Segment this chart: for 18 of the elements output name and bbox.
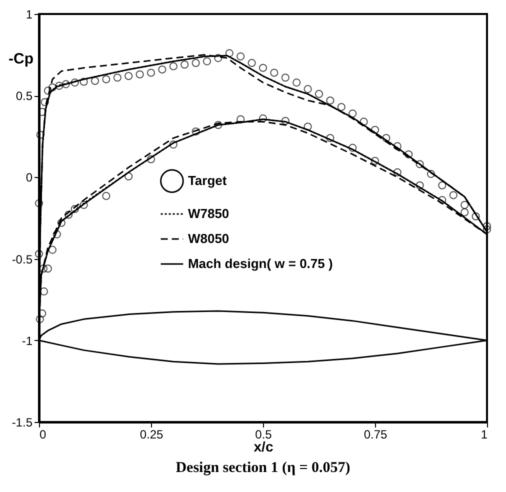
- y-tick-label: 0.5: [16, 89, 33, 104]
- y-tick-label: -1: [22, 334, 33, 348]
- y-tick-label: 0: [26, 170, 33, 185]
- y-tick-label: -1.5: [12, 416, 33, 430]
- x-tick-label: 0.25: [140, 428, 164, 442]
- legend-label: W8050: [188, 231, 230, 246]
- x-tick-label: 0.75: [364, 428, 388, 442]
- x-axis-title: x/c: [254, 438, 274, 454]
- text: Design section 1 (η = 0.057): [176, 460, 350, 476]
- legend-label: Mach design( w = 0.75 ): [188, 256, 333, 272]
- x-tick-label: 0: [40, 428, 46, 442]
- y-tick-label: 1: [26, 8, 33, 22]
- y-axis-title: -Cp: [8, 50, 34, 68]
- x-tick-label: 1: [480, 428, 488, 442]
- legend-label: W7850: [188, 206, 230, 222]
- y-tick-label: -0.5: [12, 252, 33, 266]
- legend-label: Target: [188, 173, 228, 188]
- x-tick-label: 0.5: [255, 428, 272, 442]
